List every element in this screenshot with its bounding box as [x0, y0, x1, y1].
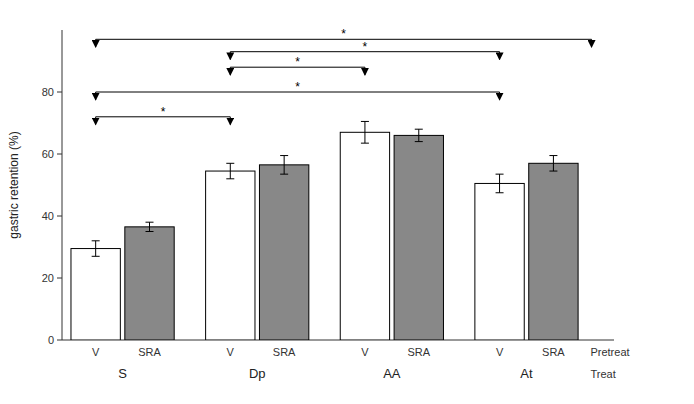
y-tick [57, 278, 62, 279]
error-bar [496, 174, 504, 193]
error-bar [92, 241, 100, 256]
y-tick [57, 216, 62, 217]
bracket-label: * [295, 55, 300, 69]
bracket-arrow [230, 117, 231, 125]
bracket-arrow [499, 52, 500, 60]
bracket-arrow [591, 39, 592, 47]
row-label: Pretreat [590, 346, 629, 358]
bracket-arrow [230, 67, 231, 75]
x-tick-label: SRA [407, 346, 430, 358]
group-label: At [520, 366, 533, 381]
bracket-label: * [295, 80, 300, 94]
significance-bracket: * [230, 55, 365, 75]
x-tick-label: V [496, 346, 504, 358]
row-label: Treat [590, 368, 615, 380]
group-label: AA [383, 366, 401, 381]
y-tick-label: 40 [42, 210, 54, 222]
significance-bracket: * [230, 40, 499, 60]
x-tick-label: V [361, 346, 369, 358]
x-tick-label: SRA [542, 346, 565, 358]
bracket-label: * [363, 40, 368, 54]
bar [529, 163, 578, 340]
error-bar [280, 156, 288, 175]
bar [394, 135, 443, 340]
bracket-label: * [341, 27, 346, 41]
y-tick-label: 60 [42, 148, 54, 160]
bar [206, 171, 255, 340]
bracket-arrow [95, 92, 96, 100]
x-tick-label: V [92, 346, 100, 358]
bar [340, 132, 389, 340]
y-tick [57, 154, 62, 155]
error-bar [549, 156, 557, 172]
y-tick [57, 340, 62, 341]
bar [475, 183, 524, 340]
y-tick-label: 20 [42, 272, 54, 284]
y-tick [57, 92, 62, 93]
bar [125, 227, 174, 340]
y-tick-label: 80 [42, 86, 54, 98]
x-tick-label: SRA [138, 346, 161, 358]
x-tick-label: V [227, 346, 235, 358]
chart: 0 20 40 60 80 gastric retention (%) V SRA V SRA V S… [0, 0, 694, 404]
bar [71, 249, 120, 340]
x-tick-label: SRA [273, 346, 296, 358]
y-tick-label: 0 [48, 334, 54, 346]
bracket-label: * [161, 105, 166, 119]
error-bar [361, 121, 369, 143]
bar [259, 165, 308, 340]
error-bar [146, 222, 154, 231]
significance-bracket: * [96, 105, 231, 125]
group-label: S [118, 366, 127, 381]
group-label: Dp [249, 366, 266, 381]
bracket-arrow [364, 67, 365, 75]
bracket-arrow [499, 92, 500, 100]
error-bar [226, 163, 234, 179]
error-bar [415, 129, 423, 141]
y-axis-line [62, 30, 63, 340]
bracket-arrow [230, 52, 231, 60]
bracket-arrow [95, 117, 96, 125]
bracket-arrow [95, 39, 96, 47]
significance-bracket: * [96, 80, 500, 100]
plot-area [71, 121, 578, 340]
y-axis-label: gastric retention (%) [7, 131, 21, 238]
significance-bracket: * [96, 27, 592, 47]
